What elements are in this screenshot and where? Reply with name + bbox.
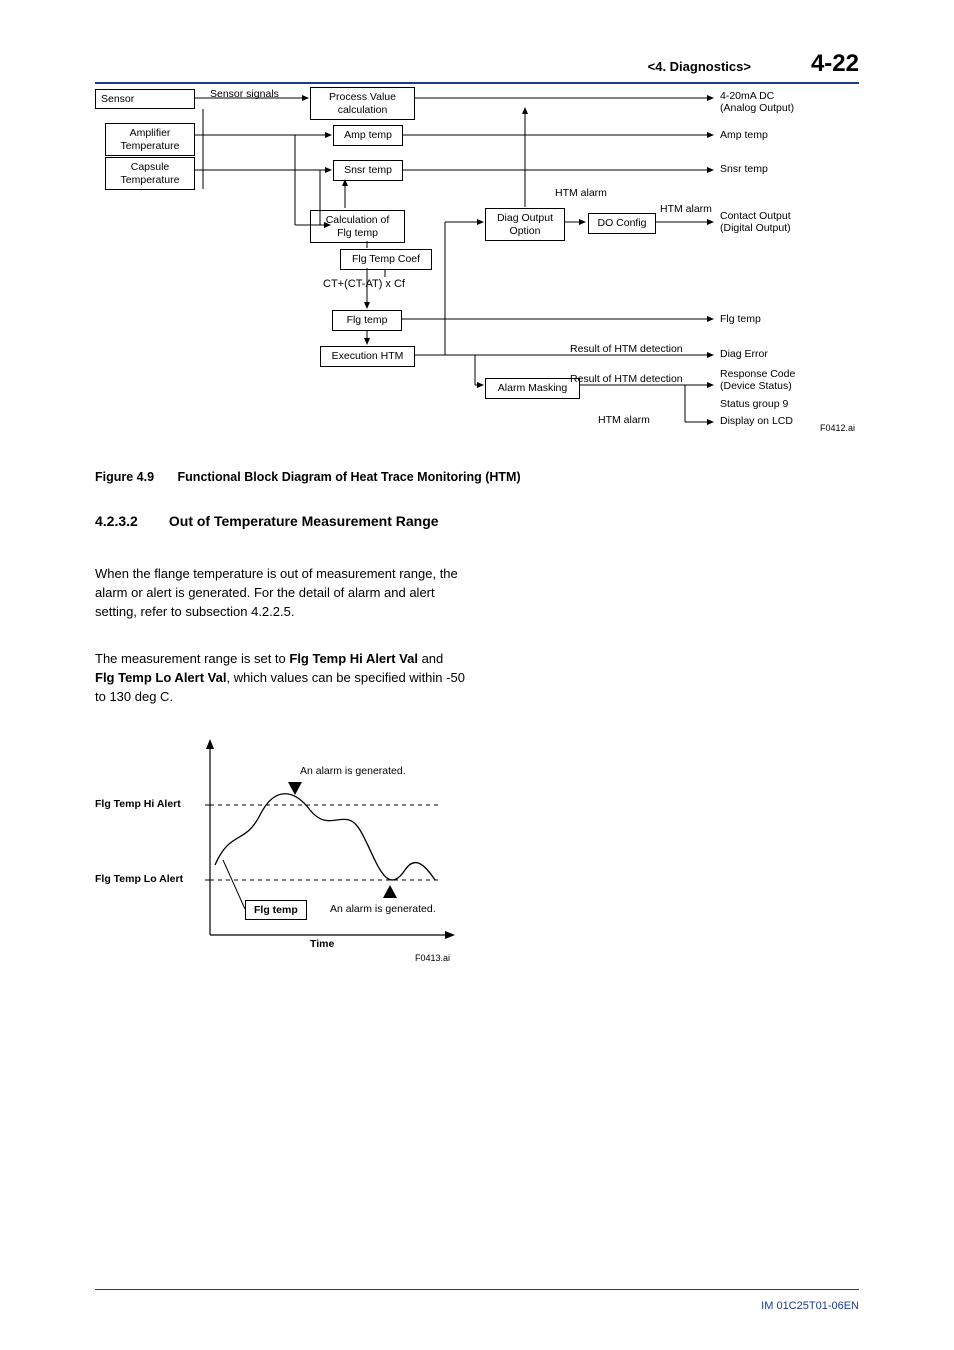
paragraph-2: The measurement range is set to Flg Temp… (95, 650, 465, 707)
p2-text-mid: and (418, 651, 443, 666)
label-alarm-bottom: An alarm is generated. (330, 903, 436, 915)
section-number: 4.2.3.2 (95, 513, 165, 529)
section-heading: 4.2.3.2 Out of Temperature Measurement R… (95, 513, 449, 529)
figure-title: Functional Block Diagram of Heat Trace M… (178, 470, 521, 484)
label-alarm-top: An alarm is generated. (300, 765, 406, 777)
figure-4-9-caption: Figure 4.9 Functional Block Diagram of H… (95, 470, 521, 484)
label-lo-alert: Flg Temp Lo Alert (95, 873, 183, 885)
footer-rule (95, 1289, 859, 1290)
p2-bold-2: Flg Temp Lo Alert Val (95, 670, 226, 685)
header-section: <4. Diagnostics> (648, 59, 751, 74)
figure-4-10-diagram: Flg Temp Hi Alert Flg Temp Lo Alert An a… (95, 735, 465, 980)
figure1-connectors (95, 85, 860, 465)
figure2-svg (95, 735, 465, 980)
figure-number: Figure 4.9 (95, 470, 154, 484)
section-title: Out of Temperature Measurement Range (169, 513, 449, 529)
paragraph-1: When the flange temperature is out of me… (95, 565, 465, 622)
footer-doc-id: IM 01C25T01-06EN (761, 1300, 859, 1312)
header-page-number: 4-22 (811, 50, 859, 78)
p2-text-pre: The measurement range is set to (95, 651, 289, 666)
figure-4-9-diagram: Sensor AmplifierTemperature CapsuleTempe… (95, 85, 860, 465)
page-header: <4. Diagnostics> 4-22 (95, 50, 859, 84)
figure2-file-id: F0413.ai (415, 953, 450, 963)
p2-bold-1: Flg Temp Hi Alert Val (289, 651, 418, 666)
label-time-axis: Time (310, 938, 334, 950)
label-hi-alert: Flg Temp Hi Alert (95, 798, 181, 810)
box-flg-temp-legend: Flg temp (245, 900, 307, 920)
